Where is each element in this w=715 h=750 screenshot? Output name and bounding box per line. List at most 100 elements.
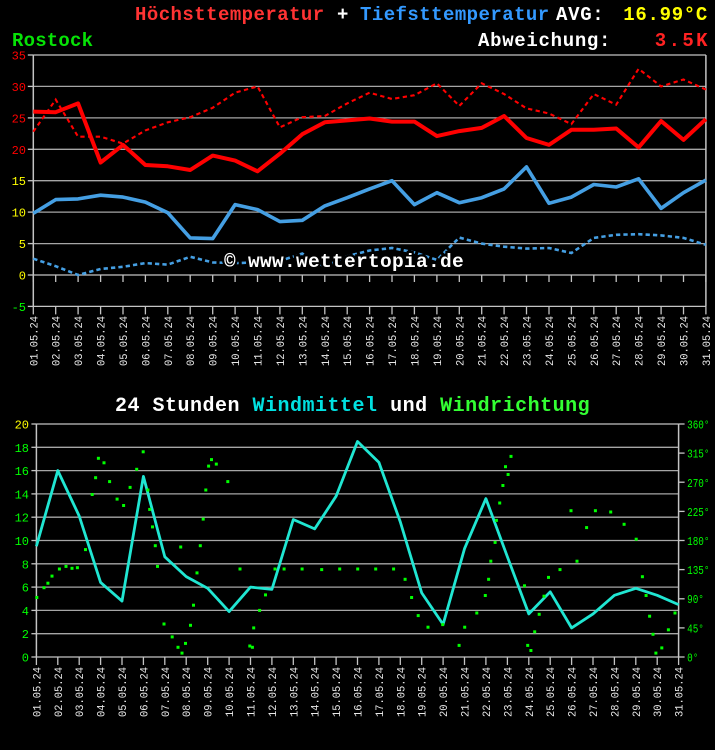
svg-text:08.05.24: 08.05.24 [186,316,198,366]
svg-text:27.05.24: 27.05.24 [589,667,601,717]
svg-text:07.05.24: 07.05.24 [164,316,176,366]
svg-text:Rostock: Rostock [12,30,93,52]
svg-text:14.05.24: 14.05.24 [311,667,323,717]
svg-text:22.05.24: 22.05.24 [482,667,494,717]
svg-text:03.05.24: 03.05.24 [75,667,87,717]
svg-text:12.05.24: 12.05.24 [268,667,280,717]
svg-text:20.05.24: 20.05.24 [455,316,467,366]
svg-text:06.05.24: 06.05.24 [139,667,151,717]
svg-text:12: 12 [15,512,29,526]
svg-text:2: 2 [22,628,29,642]
svg-text:13.05.24: 13.05.24 [289,667,301,717]
svg-text:15.05.24: 15.05.24 [343,316,355,366]
svg-text:10: 10 [12,207,26,221]
svg-text:30.05.24: 30.05.24 [680,316,692,366]
svg-text:05.05.24: 05.05.24 [119,316,131,366]
svg-text:315°: 315° [687,448,709,462]
svg-text:11.05.24: 11.05.24 [247,667,259,717]
svg-text:16.99°C: 16.99°C [623,4,708,26]
svg-text:22.05.24: 22.05.24 [500,316,512,366]
svg-text:AVG:: AVG: [556,4,604,26]
svg-text:16.05.24: 16.05.24 [366,316,378,366]
svg-text:25: 25 [12,112,26,126]
svg-text:02.05.24: 02.05.24 [52,316,64,366]
svg-text:© www.wettertopia.de: © www.wettertopia.de [224,251,464,273]
svg-text:19.05.24: 19.05.24 [433,316,445,366]
svg-text:30: 30 [12,81,26,95]
svg-text:35: 35 [12,50,26,64]
svg-text:20.05.24: 20.05.24 [439,667,451,717]
svg-text:360°: 360° [687,419,709,433]
svg-text:10.05.24: 10.05.24 [231,316,243,366]
svg-text:04.05.24: 04.05.24 [97,667,109,717]
svg-text:18: 18 [15,442,29,456]
svg-text:225°: 225° [687,506,709,520]
svg-text:8: 8 [22,558,29,572]
svg-text:135°: 135° [687,564,709,578]
svg-text:Abweichung:: Abweichung: [478,30,611,52]
svg-text:16.05.24: 16.05.24 [354,667,366,717]
svg-text:6: 6 [22,582,29,596]
svg-text:24 Stunden Windmittel und Wind: 24 Stunden Windmittel und Windrichtung [115,395,590,418]
svg-text:18.05.24: 18.05.24 [396,667,408,717]
svg-text:17.05.24: 17.05.24 [388,316,400,366]
svg-text:04.05.24: 04.05.24 [97,316,109,366]
svg-text:05.05.24: 05.05.24 [118,667,130,717]
svg-text:30.05.24: 30.05.24 [653,667,665,717]
svg-text:21.05.24: 21.05.24 [478,316,490,366]
svg-text:270°: 270° [687,477,709,491]
svg-text:29.05.24: 29.05.24 [632,667,644,717]
svg-text:19.05.24: 19.05.24 [418,667,430,717]
svg-text:09.05.24: 09.05.24 [209,316,221,366]
svg-text:14.05.24: 14.05.24 [321,316,333,366]
svg-text:26.05.24: 26.05.24 [590,316,602,366]
svg-text:Höchsttemperatur: Höchsttemperatur [135,4,325,26]
svg-text:15.05.24: 15.05.24 [332,667,344,717]
svg-text:01.05.24: 01.05.24 [29,316,41,366]
svg-text:14: 14 [15,488,29,502]
svg-text:4: 4 [22,605,29,619]
svg-text:Tiefsttemperatur: Tiefsttemperatur [360,4,550,26]
svg-text:06.05.24: 06.05.24 [141,316,153,366]
svg-text:28.05.24: 28.05.24 [610,667,622,717]
svg-text:26.05.24: 26.05.24 [568,667,580,717]
svg-text:10: 10 [15,535,29,549]
svg-text:07.05.24: 07.05.24 [161,667,173,717]
svg-text:03.05.24: 03.05.24 [74,316,86,366]
svg-text:27.05.24: 27.05.24 [612,316,624,366]
svg-text:09.05.24: 09.05.24 [204,667,216,717]
svg-text:23.05.24: 23.05.24 [503,667,515,717]
svg-text:11.05.24: 11.05.24 [254,316,266,366]
svg-text:13.05.24: 13.05.24 [298,316,310,366]
svg-text:3.5K: 3.5K [655,30,710,52]
svg-text:180°: 180° [687,535,709,549]
svg-text:25.05.24: 25.05.24 [546,667,558,717]
svg-text:28.05.24: 28.05.24 [635,316,647,366]
svg-text:20: 20 [12,144,26,158]
svg-text:29.05.24: 29.05.24 [657,316,669,366]
svg-text:01.05.24: 01.05.24 [32,667,44,717]
svg-text:31.05.24: 31.05.24 [702,316,714,366]
svg-text:10.05.24: 10.05.24 [225,667,237,717]
svg-text:20: 20 [15,419,29,433]
svg-text:21.05.24: 21.05.24 [461,667,473,717]
svg-text:45°: 45° [687,622,704,636]
svg-text:5: 5 [19,238,26,252]
svg-text:02.05.24: 02.05.24 [54,667,66,717]
svg-text:16: 16 [15,465,29,479]
svg-text:31.05.24: 31.05.24 [675,667,687,717]
svg-text:18.05.24: 18.05.24 [410,316,422,366]
svg-text:12.05.24: 12.05.24 [276,316,288,366]
svg-text:08.05.24: 08.05.24 [182,667,194,717]
svg-text:+: + [337,4,348,26]
svg-text:-5: -5 [12,301,26,315]
svg-text:0: 0 [19,270,26,284]
svg-text:24.05.24: 24.05.24 [525,667,537,717]
svg-text:17.05.24: 17.05.24 [375,667,387,717]
svg-text:0: 0 [22,652,29,666]
svg-text:24.05.24: 24.05.24 [545,316,557,366]
svg-text:0°: 0° [687,652,698,666]
svg-text:23.05.24: 23.05.24 [523,316,535,366]
svg-text:15: 15 [12,175,26,189]
svg-text:25.05.24: 25.05.24 [567,316,579,366]
